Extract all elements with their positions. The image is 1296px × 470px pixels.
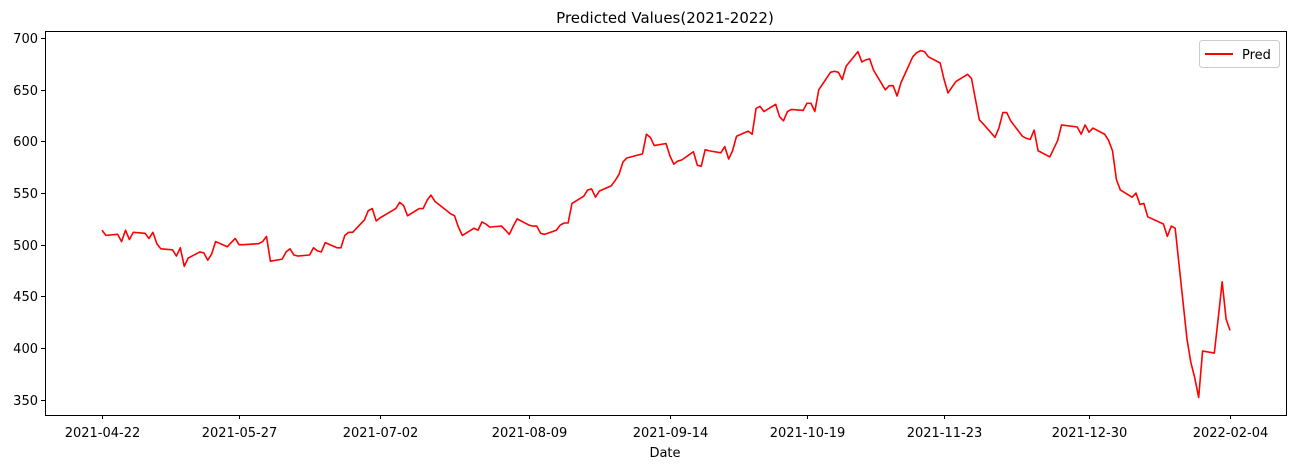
legend: Pred	[1199, 40, 1280, 68]
y-tick-label: 600	[13, 135, 38, 150]
chart-title: Predicted Values(2021-2022)	[556, 9, 774, 27]
x-tick-label: 2021-05-27	[202, 426, 278, 441]
x-tick-label: 2021-09-14	[633, 426, 709, 441]
plot-area	[101, 49, 1231, 399]
x-tick-label: 2021-04-22	[65, 426, 141, 441]
x-tick-label: 2021-10-19	[770, 426, 846, 441]
x-tick-label: 2021-11-23	[907, 426, 983, 441]
y-tick-label: 400	[13, 342, 38, 357]
y-tick-label: 650	[13, 84, 38, 99]
y-tick-label: 350	[13, 394, 38, 409]
x-tick-label: 2021-07-02	[343, 426, 419, 441]
legend-label-pred: Pred	[1242, 48, 1271, 63]
legend-box	[1199, 40, 1280, 68]
y-axis: 350 400 450 500 550 600 650 700	[13, 32, 45, 409]
y-tick-label: 700	[13, 32, 38, 47]
x-axis: 2021-04-22 2021-05-27 2021-07-02 2021-08-09…	[65, 415, 1269, 441]
x-tick-label: 2022-02-04	[1193, 426, 1269, 441]
series-line-pred	[101, 49, 1231, 399]
y-tick-label: 450	[13, 290, 38, 305]
y-tick-label: 550	[13, 187, 38, 202]
x-tick-label: 2021-08-09	[492, 426, 568, 441]
x-axis-label: Date	[649, 446, 680, 461]
y-tick-label: 500	[13, 239, 38, 254]
plot-frame	[45, 31, 1287, 416]
x-tick-label: 2021-12-30	[1052, 426, 1128, 441]
